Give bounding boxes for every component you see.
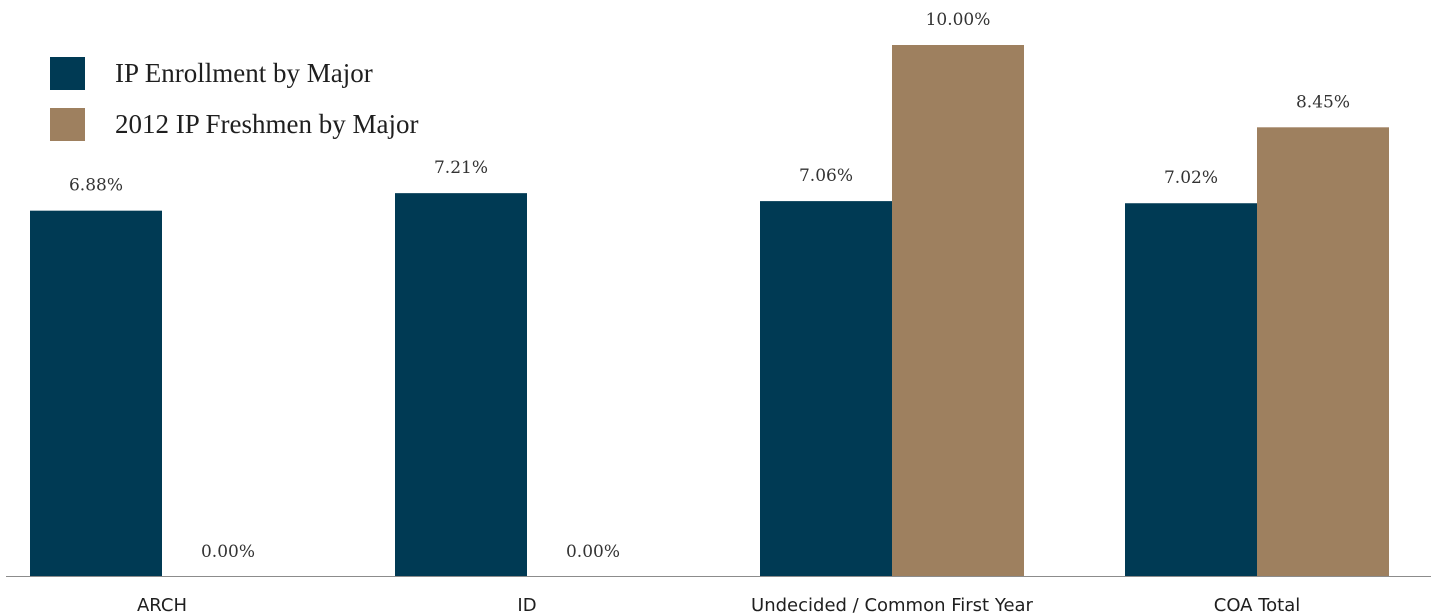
legend-label-ip-enrollment-by-major: IP Enrollment by Major [115, 58, 373, 88]
legend: IP Enrollment by Major 2012 IP Freshmen b… [50, 57, 418, 141]
bar-2012-ip-freshmen-by-major-coa-total [1257, 127, 1389, 577]
x-tick-label-arch: ARCH [137, 595, 187, 615]
x-tick-label-coa-total: COA Total [1214, 595, 1301, 615]
data-label-2012-ip-freshmen-by-major-arch: 0.00% [201, 542, 255, 562]
x-tick-label-undecided-common-first-year: Undecided / Common First Year [751, 595, 1034, 615]
legend-swatch-2012-ip-freshmen-by-major [50, 108, 85, 141]
bars-layer [30, 45, 1389, 577]
bar-ip-enrollment-by-major-undecided-common-first-year [760, 201, 892, 576]
bar-2012-ip-freshmen-by-major-undecided-common-first-year [892, 45, 1024, 576]
data-label-ip-enrollment-by-major-id: 7.21% [434, 158, 488, 178]
data-label-ip-enrollment-by-major-coa-total: 7.02% [1164, 168, 1218, 188]
legend-swatch-ip-enrollment-by-major [50, 57, 85, 90]
bar-ip-enrollment-by-major-coa-total [1125, 203, 1257, 576]
data-label-ip-enrollment-by-major-undecided-common-first-year: 7.06% [799, 166, 853, 186]
data-labels-layer: 6.88% 7.21% 7.06% 7.02% 0.00% 0.00% 10.00% 8.45… [69, 10, 1350, 562]
data-label-2012-ip-freshmen-by-major-undecided-common-first-year: 10.00% [926, 10, 991, 30]
x-tick-label-id: ID [517, 595, 536, 615]
x-axis-ticks: ARCH ID Undecided / Common First Year COA T… [137, 595, 1300, 615]
data-label-ip-enrollment-by-major-arch: 6.88% [69, 176, 123, 196]
data-label-2012-ip-freshmen-by-major-id: 0.00% [566, 542, 620, 562]
bar-ip-enrollment-by-major-arch [30, 210, 162, 576]
bar-ip-enrollment-by-major-id [395, 193, 527, 577]
data-label-2012-ip-freshmen-by-major-coa-total: 8.45% [1296, 92, 1350, 112]
legend-label-2012-ip-freshmen-by-major: 2012 IP Freshmen by Major [115, 109, 418, 139]
